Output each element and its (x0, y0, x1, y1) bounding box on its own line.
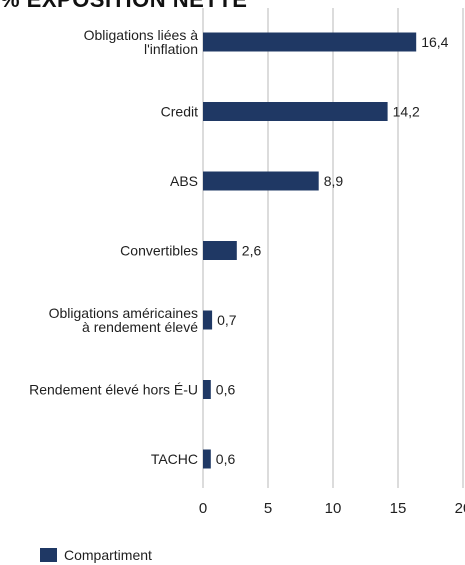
chart-header-fragment: % EXPOSITION NETTE (0, 0, 247, 13)
category-label: Convertibles (120, 243, 198, 259)
bar (203, 310, 213, 330)
bar (203, 449, 211, 469)
data-label: 0,6 (216, 382, 236, 398)
x-tick-label: 10 (325, 500, 342, 517)
x-tick-label: 15 (390, 500, 407, 517)
category-label: TACHC (151, 451, 198, 467)
data-label: 8,9 (324, 173, 344, 189)
data-label: 16,4 (421, 34, 448, 50)
data-label: 14,2 (393, 104, 420, 120)
legend-label: Compartiment (64, 547, 152, 563)
legend-swatch (40, 548, 57, 562)
bar (203, 102, 388, 121)
category-label: Rendement élevé hors É-U (29, 382, 198, 398)
category-label: Obligations liées à l'inflation (84, 27, 199, 57)
x-tick-label: 0 (199, 500, 207, 517)
data-label: 2,6 (242, 243, 262, 259)
bar-chart: Obligations liées à l'inflation Credit ABS C… (29, 8, 465, 517)
category-label: Credit (161, 104, 198, 120)
x-tick-label: 20 (455, 500, 465, 517)
bar (203, 171, 319, 191)
x-tick-label: 5 (264, 500, 272, 517)
category-labels: Obligations liées à l'inflation Credit ABS C… (29, 27, 198, 467)
x-axis-ticks: 0 5 10 15 20 (199, 500, 465, 517)
bars-group (203, 32, 417, 469)
data-label: 0,7 (217, 312, 237, 328)
category-label: Obligations américaines à rendement élevé (49, 305, 199, 335)
chart-legend: Compartiment (40, 547, 152, 563)
bar (203, 32, 417, 52)
bar (203, 380, 211, 399)
data-label: 0,6 (216, 451, 236, 467)
bar (203, 241, 237, 260)
category-label: ABS (170, 173, 198, 189)
value-labels: 16,4 14,2 8,9 2,6 0,7 0,6 0,6 (216, 34, 449, 467)
